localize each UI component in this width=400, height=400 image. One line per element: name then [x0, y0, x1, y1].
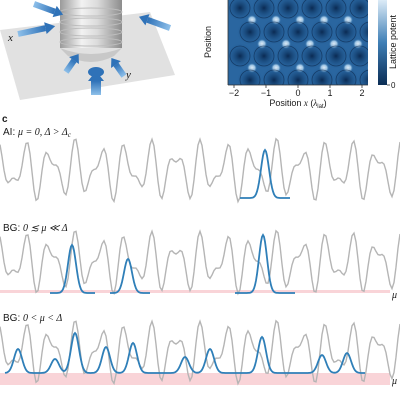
row-ai-title: AI: μ = 0, Δ > Δc	[3, 127, 72, 139]
wavefunction-curve	[50, 243, 95, 294]
lattice-well	[347, 0, 368, 21]
lattice-well	[323, 43, 349, 69]
lattice-well	[261, 67, 287, 85]
chemical-potential-band	[0, 290, 390, 293]
panel-b-xtick: −1	[261, 88, 271, 98]
potential-curve	[0, 229, 400, 296]
wavefunction-curve	[110, 257, 150, 294]
panel-b-xtick: −2	[229, 88, 239, 98]
lattice-peak	[367, 17, 368, 23]
row-bg-high-mu: μ	[391, 376, 397, 387]
laser-beam-icons	[17, 1, 172, 95]
lattice-well	[285, 19, 311, 45]
lattice-well	[309, 19, 335, 45]
lattice-well	[228, 43, 253, 69]
lattice-well	[309, 67, 335, 85]
colorbar-tick-0: 0	[391, 81, 396, 90]
lattice-well	[275, 43, 301, 69]
panel-b-xtick: 0	[295, 88, 300, 98]
lattice-well	[333, 67, 359, 85]
row-bg-high-title: BG: 0 < μ < Δ	[3, 313, 62, 324]
lattice-well	[299, 43, 325, 69]
lattice-peak	[377, 87, 387, 97]
lattice-well	[251, 43, 277, 69]
cylinder-stack-icon	[59, 0, 123, 62]
row-bg-low-mu: μ	[391, 290, 397, 301]
wavefunction-curve	[235, 233, 295, 294]
panel-c: c AI: μ = 0, Δ > Δc BG: 0 ≲ μ ≪ Δ μ BG: …	[0, 114, 400, 387]
lattice-well	[261, 19, 287, 45]
lattice-peak	[281, 87, 291, 97]
panel-b-xticks: −2 −1 0 1 2	[229, 85, 365, 98]
lattice-well	[333, 19, 359, 45]
axis-x-label: x	[7, 32, 13, 44]
lattice-peak	[367, 65, 368, 71]
panel-c-label: c	[2, 114, 8, 125]
row-bg-low-title: BG: 0 ≲ μ ≪ Δ	[3, 223, 68, 234]
lattice-peak	[305, 87, 315, 97]
panel-b-lattice-map: Position −2 −1 0 1 2 Position x (λlat) 0 Lat…	[203, 0, 398, 110]
potential-curve	[0, 319, 400, 386]
panel-b-xtick: 1	[327, 88, 332, 98]
colorbar: 0 Lattice potent	[378, 0, 398, 90]
panel-a-apparatus: x y	[0, 0, 175, 100]
row-bg-low: BG: 0 ≲ μ ≪ Δ μ	[0, 223, 400, 301]
panel-b-ylabel: Position	[203, 26, 213, 58]
colorbar-label: Lattice potent	[388, 14, 398, 69]
row-bg-high: BG: 0 < μ < Δ μ	[0, 313, 400, 387]
axis-y-label: y	[125, 69, 131, 81]
panel-b-xlabel: Position x (λlat)	[269, 98, 326, 110]
lattice-well	[237, 19, 263, 45]
lattice-well	[357, 19, 368, 45]
wavefunction-curve	[240, 148, 290, 199]
lattice-well	[237, 67, 263, 85]
lattice-well	[285, 67, 311, 85]
chemical-potential-band	[0, 373, 390, 385]
wavefunction-curve	[4, 331, 365, 374]
row-ai: AI: μ = 0, Δ > Δc	[0, 127, 400, 204]
panel-b-xtick: 2	[359, 88, 364, 98]
lattice-well	[347, 43, 368, 69]
potential-curve	[0, 137, 400, 204]
lattice-map	[228, 0, 387, 97]
